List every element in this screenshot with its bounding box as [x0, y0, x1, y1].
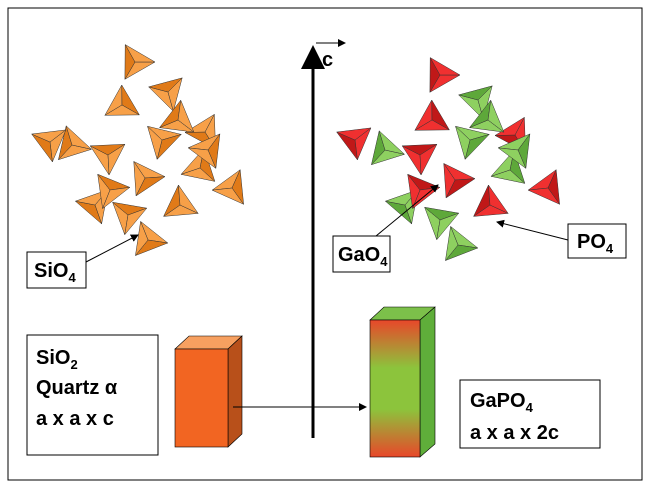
tetrahedron-face: [30, 129, 67, 143]
tetrahedron-face: [167, 77, 183, 113]
formula-sub: 4: [606, 241, 614, 256]
po4-label: PO4: [577, 231, 614, 256]
formula-sub: 4: [380, 254, 388, 269]
tetrahedron-face: [124, 207, 148, 236]
tetrahedron-face: [454, 125, 471, 161]
prism-front: [369, 319, 421, 458]
axis-label: c: [322, 49, 333, 71]
prism-side: [419, 306, 436, 458]
tetrahedron-face: [103, 104, 141, 116]
tetrahedron-face: [477, 85, 493, 121]
text-box: [459, 379, 601, 449]
formula-sub: 2: [70, 357, 77, 372]
tetrahedron-face: [180, 167, 216, 182]
tetrahedron-face: [527, 187, 561, 205]
tetrahedron-face: [412, 186, 441, 210]
prism-side: [227, 335, 243, 448]
tetrahedron-face: [429, 56, 461, 76]
tetrahedron-face: [107, 143, 126, 176]
tetrahedron-face: [335, 127, 372, 141]
formula: GaPO4: [470, 390, 534, 415]
tetrahedron-face: [419, 143, 438, 176]
tetrahedron-face: [413, 119, 451, 131]
label-box: [26, 251, 87, 289]
formula-sub: 4: [526, 400, 534, 415]
tetrahedron-face: [487, 99, 505, 133]
label-arrow: [375, 184, 439, 237]
formula-base: PO: [577, 231, 606, 253]
tetrahedron-face: [178, 184, 199, 215]
tetrahedron-face: [488, 184, 509, 215]
tetrahedron-face: [133, 160, 146, 197]
tetrahedron-face: [146, 125, 163, 161]
formula-base: SiO: [36, 347, 70, 369]
formula-base: GaO: [338, 244, 380, 266]
tetrahedron-face: [187, 147, 217, 170]
label-arrow: [85, 234, 139, 263]
tetrahedron-face: [378, 130, 406, 155]
cell-size: a x a x c: [36, 408, 114, 430]
tetrahedron-face: [497, 147, 527, 170]
tetrahedron-face: [184, 113, 216, 133]
label-box: [567, 223, 627, 259]
tetrahedron-face: [65, 125, 93, 150]
tetrahedron-face: [436, 212, 460, 241]
prism-front: [174, 348, 229, 448]
formula-base: SiO: [34, 260, 68, 282]
gao4-label: GaO4: [338, 244, 388, 269]
tetrahedron-face: [102, 186, 131, 210]
sio4-label: SiO4: [34, 260, 76, 285]
tetrahedron-face: [177, 99, 195, 133]
mineral-name: Quartz α: [36, 377, 118, 399]
formula-base: GaPO: [470, 390, 526, 412]
cell-size: a x a x 2c: [470, 422, 559, 444]
tetrahedron-face: [211, 187, 245, 205]
formula: SiO2: [36, 347, 78, 372]
tetrahedron-face: [490, 169, 526, 184]
tetrahedron-face: [445, 225, 459, 262]
frame: [7, 7, 643, 481]
formula-sub: 4: [68, 270, 76, 285]
label-arrow: [496, 219, 569, 241]
text-box: [26, 334, 159, 456]
polyhedra: [30, 43, 561, 262]
tetrahedron-face: [124, 43, 156, 63]
tetrahedron-face: [443, 162, 456, 199]
label-box: [332, 235, 391, 273]
